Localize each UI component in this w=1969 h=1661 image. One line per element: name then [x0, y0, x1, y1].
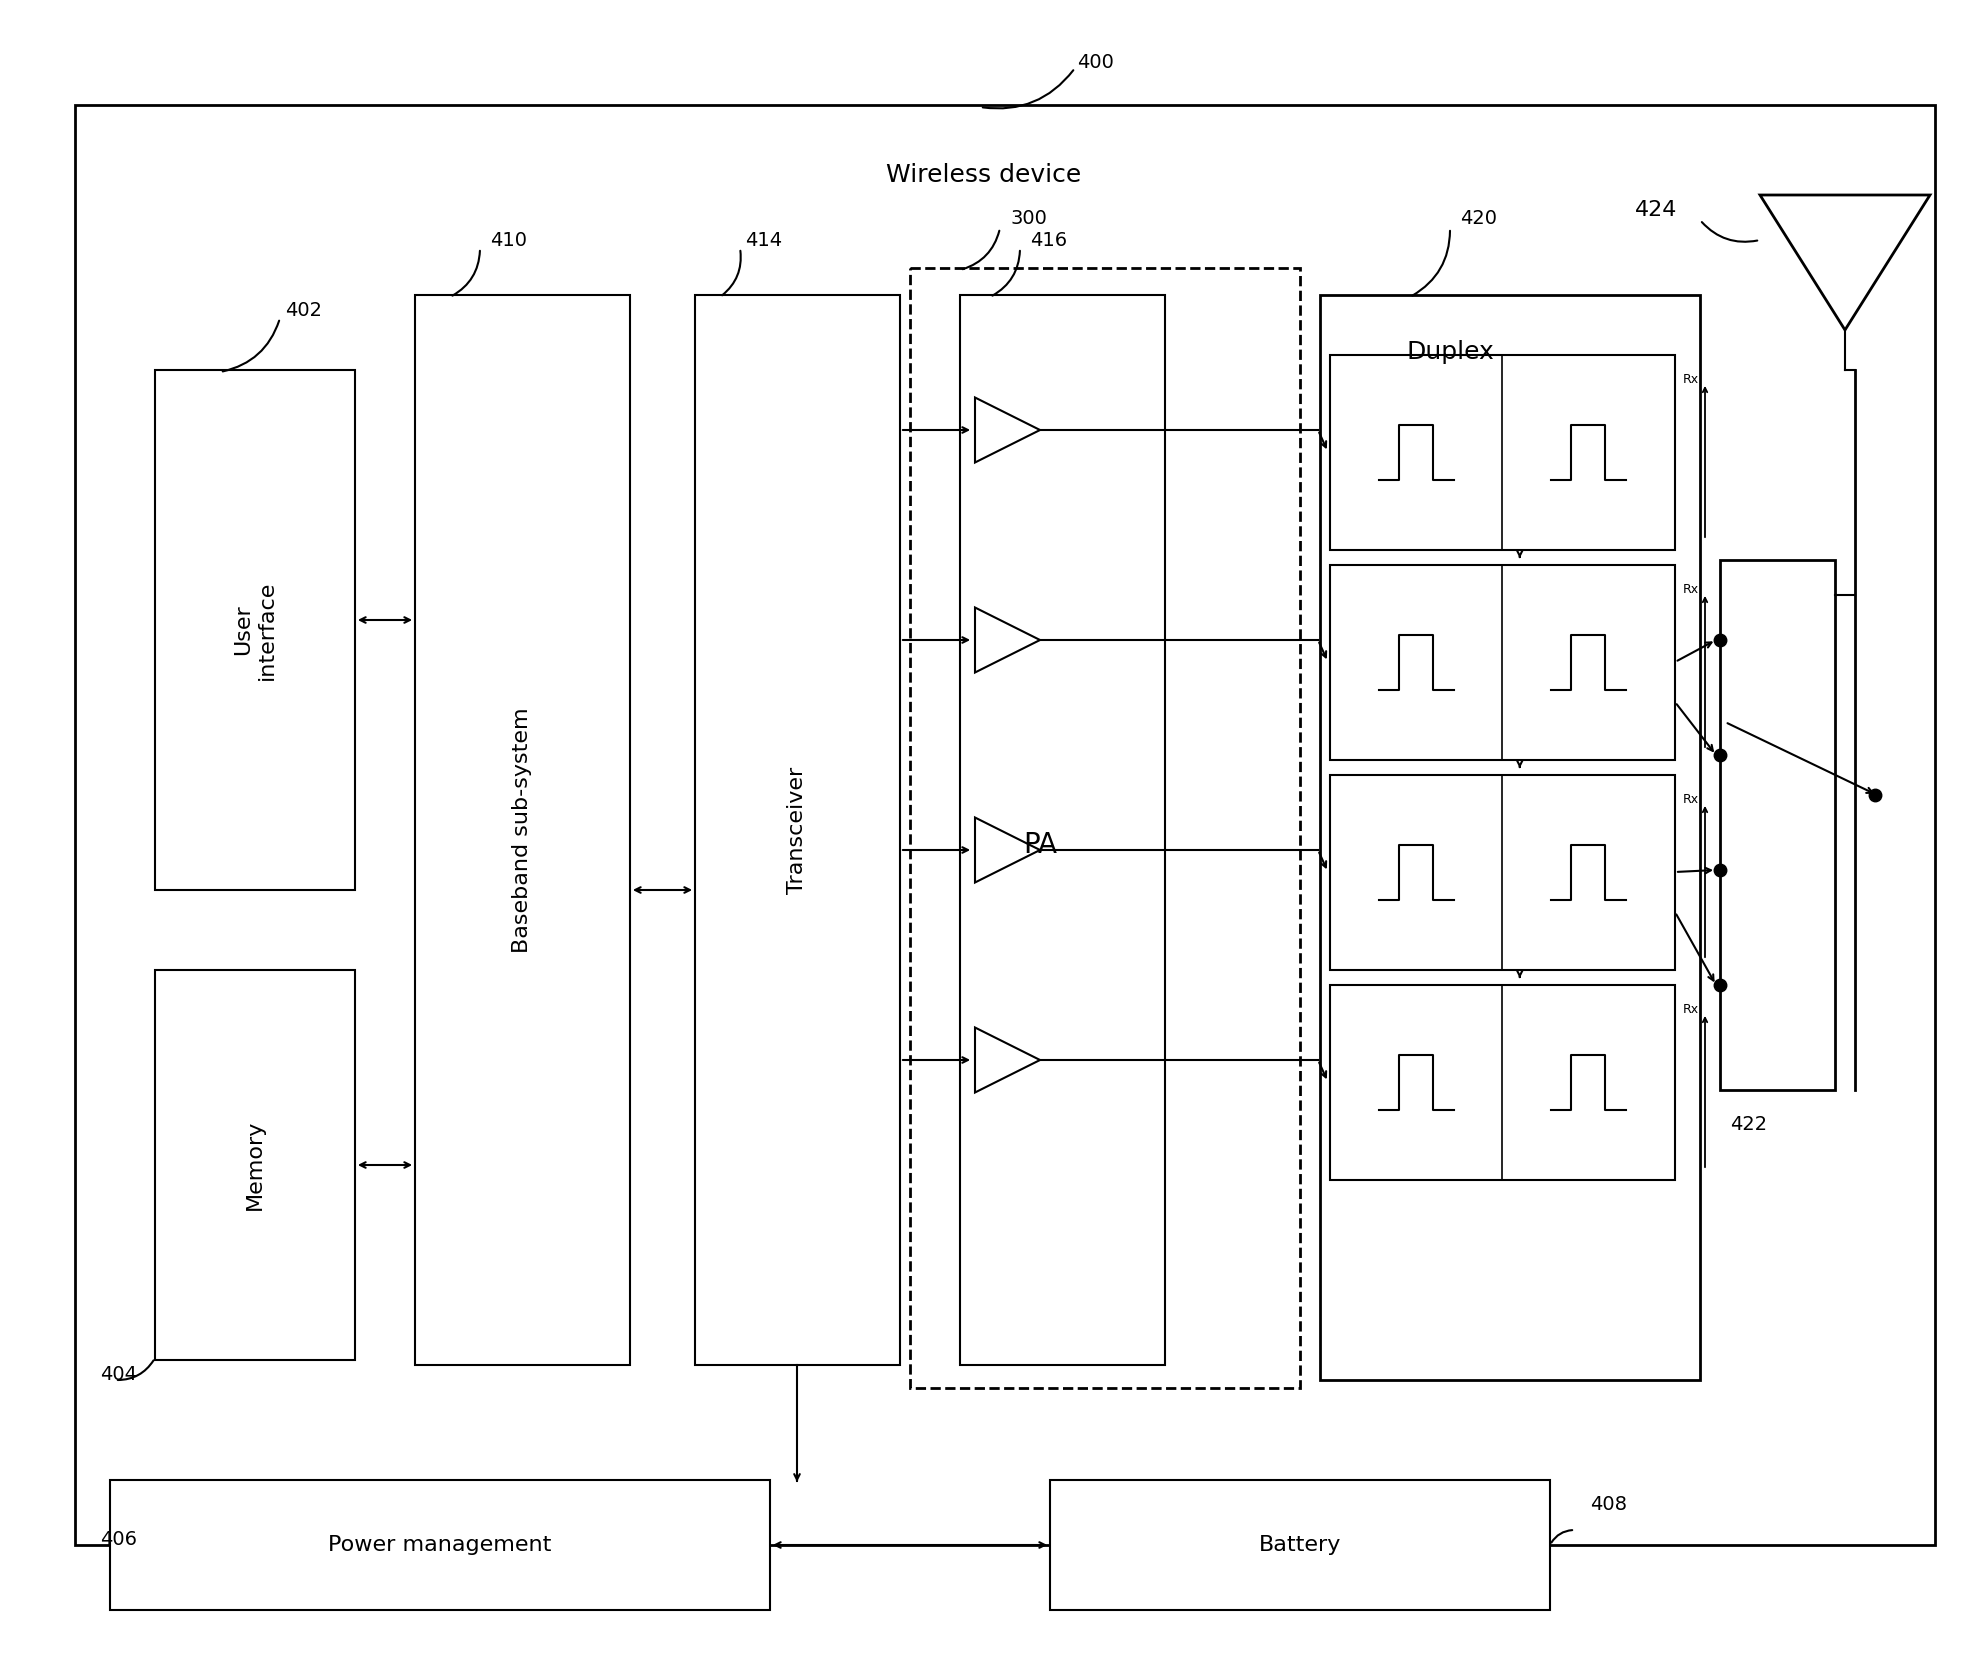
- Text: PA: PA: [1024, 830, 1057, 859]
- Bar: [75, 105, 1936, 1545]
- Bar: [695, 296, 900, 1365]
- Bar: [1319, 296, 1699, 1380]
- Text: Duplex: Duplex: [1406, 341, 1494, 364]
- Text: Transceiver: Transceiver: [788, 766, 807, 894]
- Text: 402: 402: [286, 301, 323, 319]
- Text: 422: 422: [1731, 1115, 1766, 1134]
- Bar: [910, 267, 1300, 1389]
- Text: Power management: Power management: [329, 1535, 551, 1555]
- Bar: [1329, 985, 1676, 1179]
- Bar: [1329, 565, 1676, 761]
- Bar: [156, 370, 354, 890]
- Text: Wireless device: Wireless device: [886, 163, 1081, 188]
- Text: 400: 400: [1077, 53, 1112, 71]
- Bar: [961, 296, 1166, 1365]
- Bar: [1329, 776, 1676, 970]
- Text: Rx: Rx: [1683, 1003, 1699, 1017]
- Text: 414: 414: [744, 231, 782, 249]
- Text: User
interface: User interface: [234, 580, 276, 679]
- Text: Rx: Rx: [1683, 792, 1699, 806]
- Text: 424: 424: [1634, 199, 1678, 219]
- Text: Rx: Rx: [1683, 583, 1699, 596]
- Text: Memory: Memory: [244, 1120, 266, 1211]
- Bar: [415, 296, 630, 1365]
- Text: 410: 410: [490, 231, 528, 249]
- Bar: [110, 1480, 770, 1610]
- Bar: [156, 970, 354, 1360]
- Text: Rx: Rx: [1683, 374, 1699, 385]
- Bar: [1049, 1480, 1550, 1610]
- Text: 404: 404: [100, 1365, 138, 1385]
- Bar: [1329, 355, 1676, 550]
- Text: 300: 300: [1010, 209, 1048, 228]
- Bar: [1721, 560, 1835, 1090]
- Text: Battery: Battery: [1258, 1535, 1341, 1555]
- Text: 416: 416: [1030, 231, 1067, 249]
- Text: Baseband sub-system: Baseband sub-system: [512, 708, 532, 953]
- Text: 406: 406: [100, 1530, 138, 1550]
- Text: 420: 420: [1459, 209, 1496, 228]
- Text: 408: 408: [1591, 1495, 1626, 1515]
